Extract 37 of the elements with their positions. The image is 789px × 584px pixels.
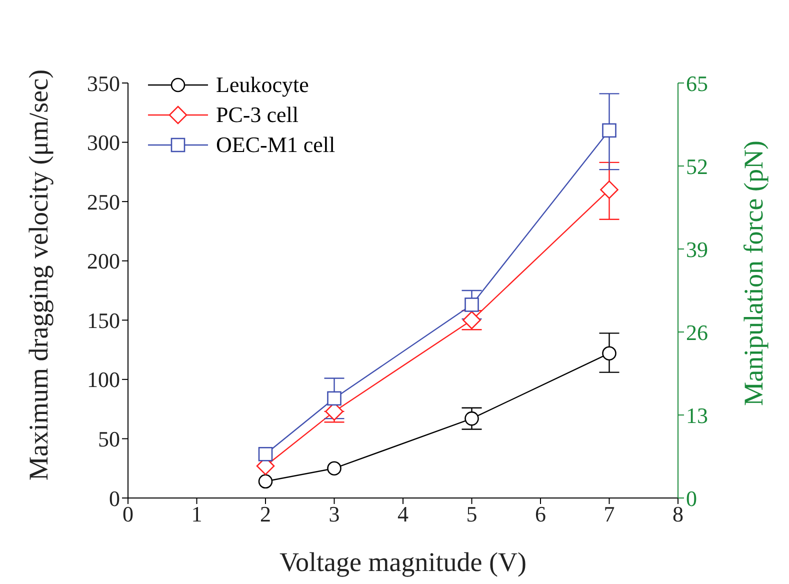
point [464, 411, 479, 426]
y-tick-label: 250 [87, 189, 120, 214]
y2-axis-title: Manipulation force (pN) [738, 140, 769, 406]
y-tick-label: 200 [87, 248, 120, 274]
point [602, 123, 616, 138]
legend-label: OEC-M1 cell [216, 132, 336, 158]
y2-tick-label: 52 [686, 154, 708, 179]
y-tick-label: 0 [109, 486, 120, 511]
point [600, 180, 618, 199]
point [327, 391, 342, 406]
legend-label: Leukocyte [216, 72, 309, 98]
legend-label: PC-3 cell [216, 102, 298, 128]
x-tick-label: 4 [398, 502, 408, 527]
y2-tick-label: 13 [686, 402, 708, 428]
x-tick-label: 6 [535, 502, 546, 527]
point [258, 446, 273, 462]
y-axis-title: Maximum dragging velocity (μm/sec) [24, 69, 54, 480]
x-tick-label: 5 [466, 502, 478, 527]
x-tick-label: 2 [260, 502, 271, 527]
point [602, 346, 616, 360]
point [258, 474, 273, 489]
y-tick-label: 50 [98, 426, 120, 452]
y2-tick-label: 39 [686, 236, 708, 262]
y-tick-label: 150 [87, 308, 120, 333]
y2-tick-label: 65 [686, 70, 708, 96]
x-tick-label: 3 [328, 502, 340, 527]
y-tick-label: 350 [87, 70, 120, 96]
y2-tick-label: 26 [686, 320, 708, 345]
x-tick-label: 1 [191, 502, 202, 527]
point [464, 298, 479, 312]
point [327, 461, 342, 476]
y2-tick-label: 0 [686, 486, 697, 511]
x-tick-label: 7 [604, 502, 615, 527]
y-tick-label: 100 [87, 367, 120, 392]
x-axis-title: Voltage magnitude (V) [280, 547, 526, 577]
y-tick-label: 300 [87, 130, 120, 156]
x-tick-label: 8 [672, 502, 684, 527]
